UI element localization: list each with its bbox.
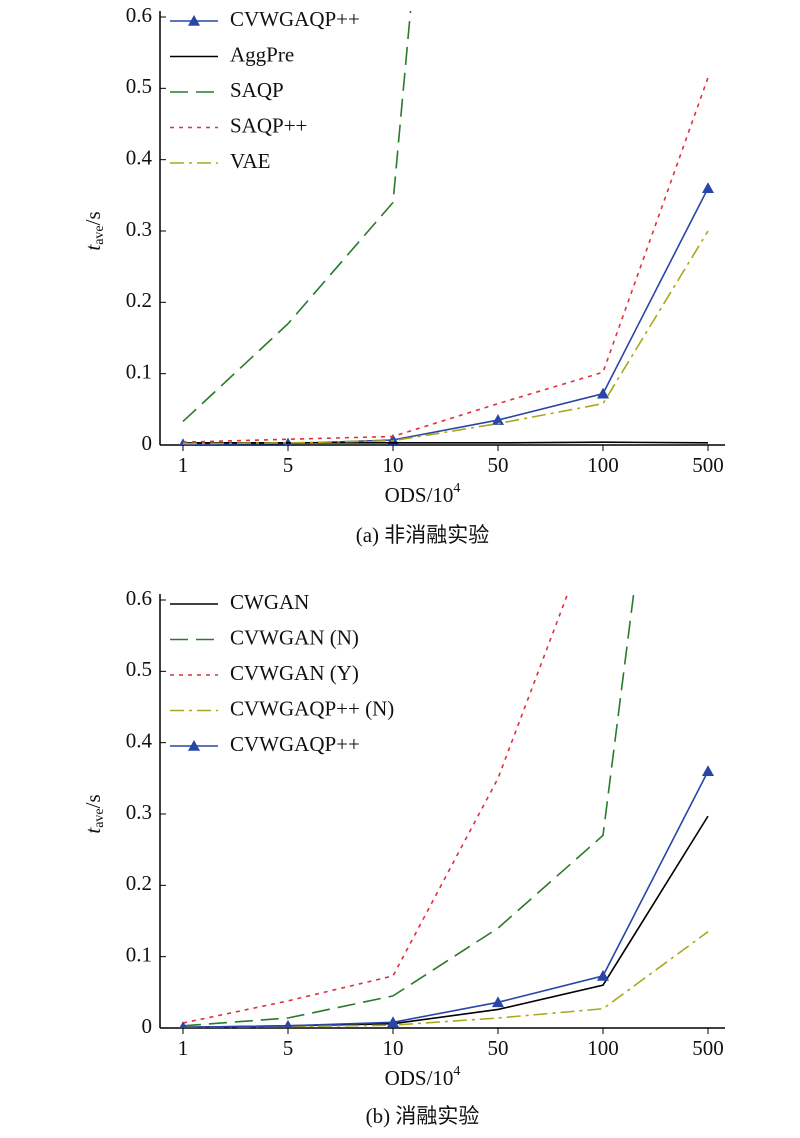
y-tick-label: 0.2 [126, 871, 152, 895]
y-tick-label: 0.1 [126, 942, 152, 966]
chart: 0 0.1 0.2 0.3 0.4 0.5 0.6 1 5 10 50 100 500 tave/s ODS… [81, 586, 725, 1128]
x-tick-label: 50 [488, 453, 509, 477]
legend-label: SAQP++ [230, 113, 307, 137]
x-label-main: ODS/10 [385, 483, 454, 507]
plot-area [179, 594, 714, 1028]
series-line [182, 187, 709, 445]
y-label-rest: /s [81, 794, 105, 808]
legend-label: CVWGAN (Y) [230, 661, 359, 685]
caption: (b) 消融实验 [366, 1104, 480, 1128]
x-tick-label: 5 [283, 453, 294, 477]
legend-label: CWGAN [230, 590, 309, 614]
legend-label: CVWGAQP++ [230, 7, 360, 31]
legend-marker [188, 740, 200, 751]
legend-marker [188, 15, 200, 26]
caption: (a) 非消融实验 [356, 523, 490, 547]
x-axis-label: ODS/104 [385, 1064, 461, 1090]
legend-label: SAQP [230, 78, 284, 102]
chart: 0 0.1 0.2 0.3 0.4 0.5 0.6 1 5 10 50 100 500 tave/s ODS… [81, 3, 725, 547]
x-tick-label: 10 [383, 453, 404, 477]
marker [597, 387, 609, 399]
marker [597, 969, 609, 981]
legend-label: AggPre [230, 42, 294, 66]
x-axis-label: ODS/104 [385, 481, 461, 507]
x-label-main: ODS/10 [385, 1066, 454, 1090]
y-tick-label: 0.5 [126, 74, 152, 98]
y-tick-label: 0.3 [126, 217, 152, 241]
legend-label: CVWGAQP++ (N) [230, 696, 394, 720]
y-tick-label: 0.2 [126, 288, 152, 312]
marker [702, 182, 714, 193]
marker [283, 1019, 293, 1028]
y-tick-label: 0.3 [126, 800, 152, 824]
y-tick-label: 0.4 [126, 728, 153, 752]
y-label-sub: ave [92, 808, 107, 827]
legend-label: CVWGAN (N) [230, 625, 359, 649]
y-label-sub: ave [92, 225, 107, 244]
x-label-sup: 4 [453, 481, 460, 496]
marker [387, 1016, 399, 1028]
legend-label: VAE [230, 149, 270, 173]
y-tick-label: 0.4 [126, 145, 153, 169]
x-label-sup: 4 [453, 1064, 460, 1079]
y-tick-label: 0 [142, 431, 153, 455]
series-line [182, 815, 709, 1028]
legend-label: CVWGAQP++ [230, 732, 360, 756]
x-tick-label: 1 [178, 453, 189, 477]
series-line [182, 11, 412, 423]
x-tick-label: 500 [692, 453, 724, 477]
series-line [182, 594, 635, 1027]
series-line [182, 770, 709, 1028]
series-line [183, 441, 709, 444]
marker [492, 414, 504, 425]
x-tick-label: 100 [587, 1036, 619, 1060]
marker [702, 765, 714, 776]
marker [492, 996, 504, 1008]
y-tick-label: 0 [142, 1014, 153, 1038]
x-tick-label: 10 [383, 1036, 404, 1060]
y-tick-label: 0.6 [126, 3, 152, 27]
y-label-rest: /s [81, 211, 105, 225]
x-tick-label: 5 [283, 1036, 294, 1060]
marker [179, 1021, 187, 1028]
y-tick-label: 0.6 [126, 586, 152, 610]
x-tick-label: 100 [587, 453, 619, 477]
x-tick-label: 500 [692, 1036, 724, 1060]
y-tick-label: 0.5 [126, 657, 152, 681]
plot-area [179, 11, 714, 445]
y-label-main: t [81, 827, 105, 834]
series-line [182, 230, 709, 445]
series-line [182, 594, 569, 1024]
y-label-main: t [81, 244, 105, 251]
x-tick-label: 50 [488, 1036, 509, 1060]
y-tick-label: 0.1 [126, 359, 152, 383]
y-axis-label: tave/s [81, 211, 107, 250]
x-tick-label: 1 [178, 1036, 189, 1060]
y-axis-label: tave/s [81, 794, 107, 833]
